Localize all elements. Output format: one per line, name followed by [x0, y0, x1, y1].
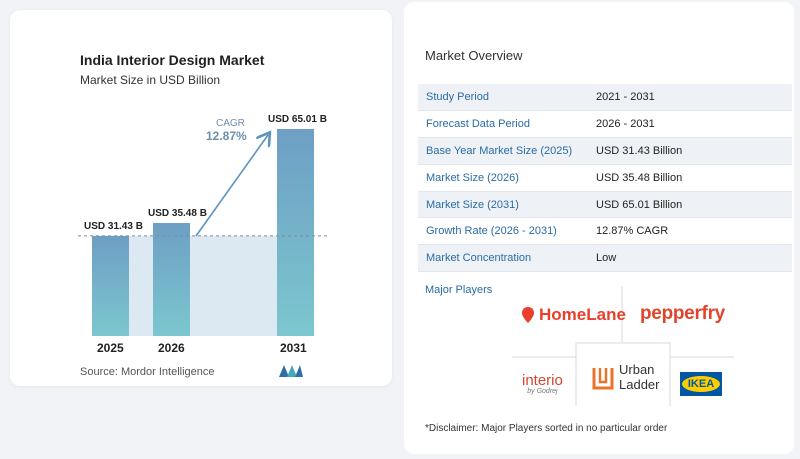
- urban-ladder-text-2: Ladder: [619, 377, 660, 392]
- disclaimer-text: *Disclaimer: Major Players sorted in no …: [425, 423, 668, 434]
- urban-ladder-text-1: Urban: [619, 362, 655, 377]
- bar-2026: [153, 223, 190, 336]
- overview-row: Growth Rate (2026 - 2031) 12.87% CAGR: [418, 217, 792, 246]
- overview-value: 2021 - 2031: [588, 84, 792, 112]
- pepperfry-logo: pepperfry: [640, 303, 725, 324]
- overview-label: Market Concentration: [418, 244, 588, 273]
- overview-value: USD 31.43 Billion: [588, 137, 792, 165]
- mordor-logo-icon: [279, 365, 303, 377]
- interio-logo: interio by Godrej: [522, 372, 563, 395]
- ikea-logo: IKEA: [680, 372, 722, 396]
- bar-2025: [92, 235, 129, 336]
- overview-value: USD 35.48 Billion: [588, 164, 792, 192]
- homelane-logo: HomeLane: [521, 305, 626, 325]
- value-label: USD 35.48 B: [148, 208, 207, 219]
- overview-label: Forecast Data Period: [418, 110, 588, 139]
- overview-label: Market Size (2026): [418, 164, 588, 192]
- source-text: Source: Mordor Intelligence: [80, 366, 215, 378]
- major-players-title: Major Players: [425, 284, 493, 296]
- cagr-value: 12.87%: [206, 129, 247, 143]
- value-label: USD 65.01 B: [268, 114, 327, 125]
- players-grid-lines: [512, 286, 734, 406]
- homelane-text: HomeLane: [539, 305, 626, 324]
- overview-value: USD 65.01 Billion: [588, 191, 792, 219]
- overview-label: Base Year Market Size (2025): [418, 137, 588, 165]
- value-label: USD 31.43 B: [84, 221, 143, 232]
- urban-ladder-mark-icon: [592, 368, 614, 390]
- overview-row: Market Size (2026) USD 35.48 Billion: [418, 164, 792, 192]
- homelane-pin-icon: [522, 307, 534, 323]
- interio-text: interio: [522, 372, 563, 389]
- urban-ladder-logo: Urban Ladder: [592, 362, 659, 392]
- ikea-oval: IKEA: [682, 376, 720, 392]
- overview-row: Study Period 2021 - 2031: [418, 84, 792, 112]
- cagr-arrow: [195, 135, 268, 237]
- x-tick-label: 2026: [158, 341, 185, 355]
- overview-value: Low: [588, 244, 792, 273]
- ikea-text: IKEA: [687, 378, 715, 390]
- overview-label: Growth Rate (2026 - 2031): [418, 217, 588, 246]
- overview-row: Forecast Data Period 2026 - 2031: [418, 110, 792, 139]
- overview-row: Market Size (2031) USD 65.01 Billion: [418, 191, 792, 219]
- overview-row: Market Concentration Low: [418, 244, 792, 273]
- overview-table: Study Period 2021 - 2031 Forecast Data Per…: [418, 84, 792, 273]
- bar-2031: [277, 129, 314, 336]
- interio-subtext: by Godrej: [527, 388, 558, 395]
- x-tick-label: 2031: [280, 341, 307, 355]
- overview-value: 2026 - 2031: [588, 110, 792, 139]
- chart-title: India Interior Design Market: [80, 52, 265, 68]
- overview-title: Market Overview: [425, 48, 523, 63]
- cagr-label: CAGR: [216, 118, 245, 129]
- overview-label: Market Size (2031): [418, 191, 588, 219]
- bar-chart: USD 31.43 B USD 35.48 B USD 65.01 B 2025 202…: [78, 114, 330, 355]
- overview-row: Base Year Market Size (2025) USD 31.43 Bi…: [418, 137, 792, 165]
- x-tick-label: 2025: [97, 341, 124, 355]
- chart-subtitle: Market Size in USD Billion: [80, 73, 221, 87]
- overview-label: Study Period: [418, 84, 588, 112]
- overview-value: 12.87% CAGR: [588, 217, 792, 246]
